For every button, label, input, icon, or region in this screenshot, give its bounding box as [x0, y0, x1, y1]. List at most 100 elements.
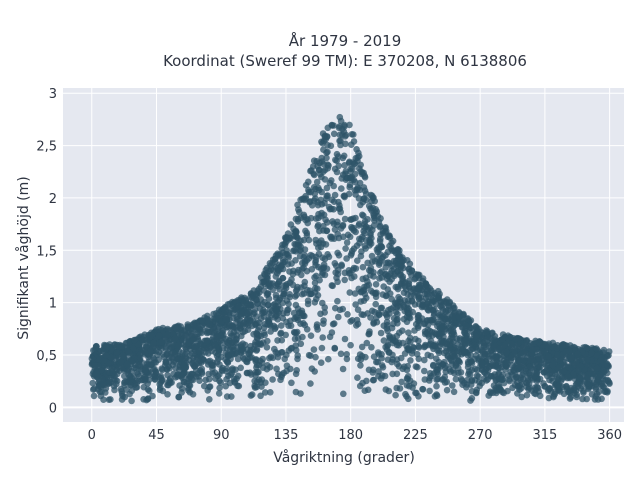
data-point: [257, 296, 265, 303]
data-point: [377, 231, 384, 238]
data-point: [526, 363, 534, 370]
data-point: [310, 157, 318, 164]
data-point: [360, 227, 368, 235]
data-point: [369, 369, 377, 376]
data-point: [532, 337, 539, 345]
data-point: [487, 389, 494, 397]
data-point: [250, 287, 258, 294]
data-point: [530, 358, 537, 366]
x-tick-label: 45: [148, 428, 165, 443]
data-point: [193, 360, 200, 368]
data-point: [195, 373, 202, 380]
x-tick-label: 225: [403, 428, 428, 443]
data-point: [237, 364, 244, 372]
data-point: [277, 330, 284, 338]
data-point: [348, 223, 355, 231]
data-point: [88, 355, 96, 362]
data-point: [228, 332, 235, 340]
data-point: [119, 352, 127, 360]
data-point: [293, 291, 300, 299]
data-point: [386, 242, 393, 250]
data-point: [503, 348, 510, 356]
data-point: [422, 303, 429, 311]
data-point: [394, 320, 401, 327]
data-point: [487, 373, 495, 380]
data-point: [292, 346, 300, 354]
data-point: [495, 345, 503, 353]
data-point: [323, 192, 331, 200]
data-point: [294, 355, 301, 363]
data-point: [415, 274, 423, 282]
data-point: [271, 325, 279, 333]
data-point: [588, 391, 596, 398]
data-point: [314, 326, 321, 333]
data-point: [325, 355, 332, 363]
data-point: [375, 245, 383, 253]
data-point: [556, 383, 564, 391]
data-point: [395, 339, 403, 347]
data-point: [293, 328, 301, 336]
data-point: [452, 375, 460, 383]
chart-title-line1: År 1979 - 2019: [289, 31, 402, 50]
data-point: [371, 257, 379, 265]
data-point: [339, 221, 347, 229]
data-point: [206, 383, 213, 391]
data-point: [368, 344, 375, 351]
data-point: [319, 139, 326, 147]
data-point: [198, 329, 205, 337]
data-point: [322, 241, 330, 248]
data-point: [339, 365, 347, 373]
data-point: [141, 375, 149, 383]
data-point: [354, 184, 362, 191]
data-point: [421, 367, 428, 375]
x-tick-label: 360: [597, 428, 622, 443]
data-point: [285, 254, 292, 261]
data-point: [112, 376, 119, 384]
data-point: [525, 377, 532, 384]
data-point: [303, 232, 311, 239]
data-point: [562, 348, 570, 356]
data-point: [283, 362, 291, 370]
y-tick-label: 1: [49, 297, 57, 312]
data-point: [121, 382, 128, 389]
data-point: [433, 355, 440, 363]
data-point: [583, 380, 591, 387]
data-point: [405, 395, 412, 403]
data-point: [407, 338, 414, 346]
data-point: [481, 375, 488, 383]
data-point: [123, 360, 131, 368]
data-point: [353, 146, 360, 153]
data-point: [433, 318, 441, 326]
data-point: [318, 212, 325, 220]
data-point: [598, 379, 606, 387]
data-point: [113, 349, 121, 356]
data-point: [307, 290, 315, 298]
data-point: [156, 381, 163, 388]
data-point: [297, 340, 305, 348]
data-point: [257, 379, 265, 386]
data-point: [370, 376, 378, 384]
data-point: [268, 311, 275, 319]
data-point: [317, 243, 325, 251]
data-point: [337, 350, 345, 358]
data-point: [421, 320, 429, 327]
data-point: [357, 362, 364, 369]
data-point: [523, 391, 531, 399]
data-point: [125, 349, 133, 356]
data-point: [328, 233, 335, 241]
data-point: [323, 133, 331, 141]
data-point: [345, 267, 353, 274]
data-point: [386, 334, 394, 341]
data-point: [260, 324, 268, 332]
data-point: [475, 325, 482, 333]
data-point: [529, 346, 536, 353]
data-point: [336, 113, 344, 121]
data-point: [356, 220, 363, 228]
data-point: [407, 357, 414, 364]
data-point: [295, 266, 302, 274]
data-point: [564, 363, 572, 371]
data-point: [198, 317, 206, 324]
data-point: [259, 364, 267, 372]
data-point: [313, 295, 320, 303]
